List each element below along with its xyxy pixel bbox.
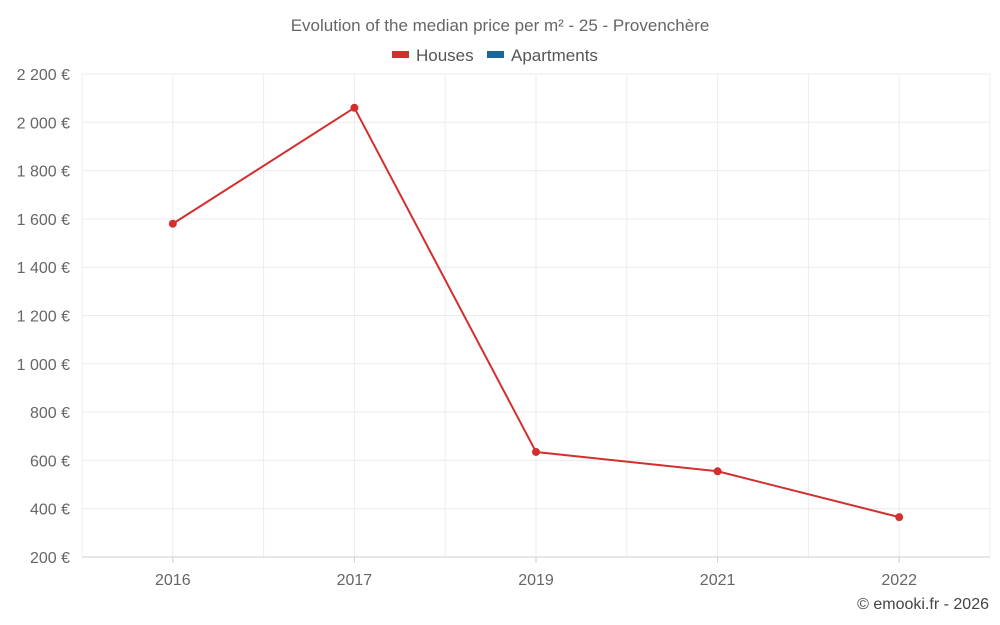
legend-swatch-apartments xyxy=(487,51,504,58)
y-tick-label: 2 000 € xyxy=(17,115,70,132)
y-tick-label: 1 200 € xyxy=(17,309,70,326)
data-point-houses-2016[interactable] xyxy=(168,219,177,228)
y-tick-label: 1 000 € xyxy=(17,357,70,374)
y-tick-label: 1 600 € xyxy=(17,212,70,229)
legend-item-houses[interactable]: Houses xyxy=(392,46,474,65)
x-tick-label: 2016 xyxy=(155,572,191,589)
chart-title: Evolution of the median price per m² - 2… xyxy=(291,16,710,35)
y-tick-label: 1 400 € xyxy=(17,260,70,277)
data-point-houses-2021[interactable] xyxy=(713,467,722,476)
y-tick-label: 600 € xyxy=(30,453,70,470)
data-point-houses-2019[interactable] xyxy=(532,447,540,456)
legend-label-apartments: Apartments xyxy=(511,46,598,65)
y-tick-label: 800 € xyxy=(30,405,70,422)
y-tick-label: 400 € xyxy=(30,502,70,519)
y-tick-label: 200 € xyxy=(30,550,70,567)
legend-item-apartments[interactable]: Apartments xyxy=(487,46,598,65)
legend-swatch-houses xyxy=(392,51,409,58)
data-point-houses-2017[interactable] xyxy=(350,103,359,112)
x-tick-label: 2019 xyxy=(518,572,554,589)
y-tick-label: 2 200 € xyxy=(17,67,70,84)
y-tick-label: 1 800 € xyxy=(17,164,70,181)
data-point-houses-2022[interactable] xyxy=(895,513,904,522)
grid-lines xyxy=(81,73,991,557)
x-tick-label: 2022 xyxy=(881,572,917,589)
y-axis-ticks: 200 € 400 € 600 € 800 € 1 000 € 1 200 € 1 400 … xyxy=(17,67,70,567)
x-tick-label: 2021 xyxy=(700,572,736,589)
x-tick-label: 2017 xyxy=(337,572,373,589)
legend-label-houses: Houses xyxy=(416,46,474,65)
series-layer xyxy=(168,103,904,522)
x-axis-ticks: 2016 2017 2019 2021 2022 xyxy=(155,557,917,589)
chart-legend: Houses Apartments xyxy=(392,46,598,65)
chart-credit: © emooki.fr - 2026 xyxy=(857,596,989,613)
